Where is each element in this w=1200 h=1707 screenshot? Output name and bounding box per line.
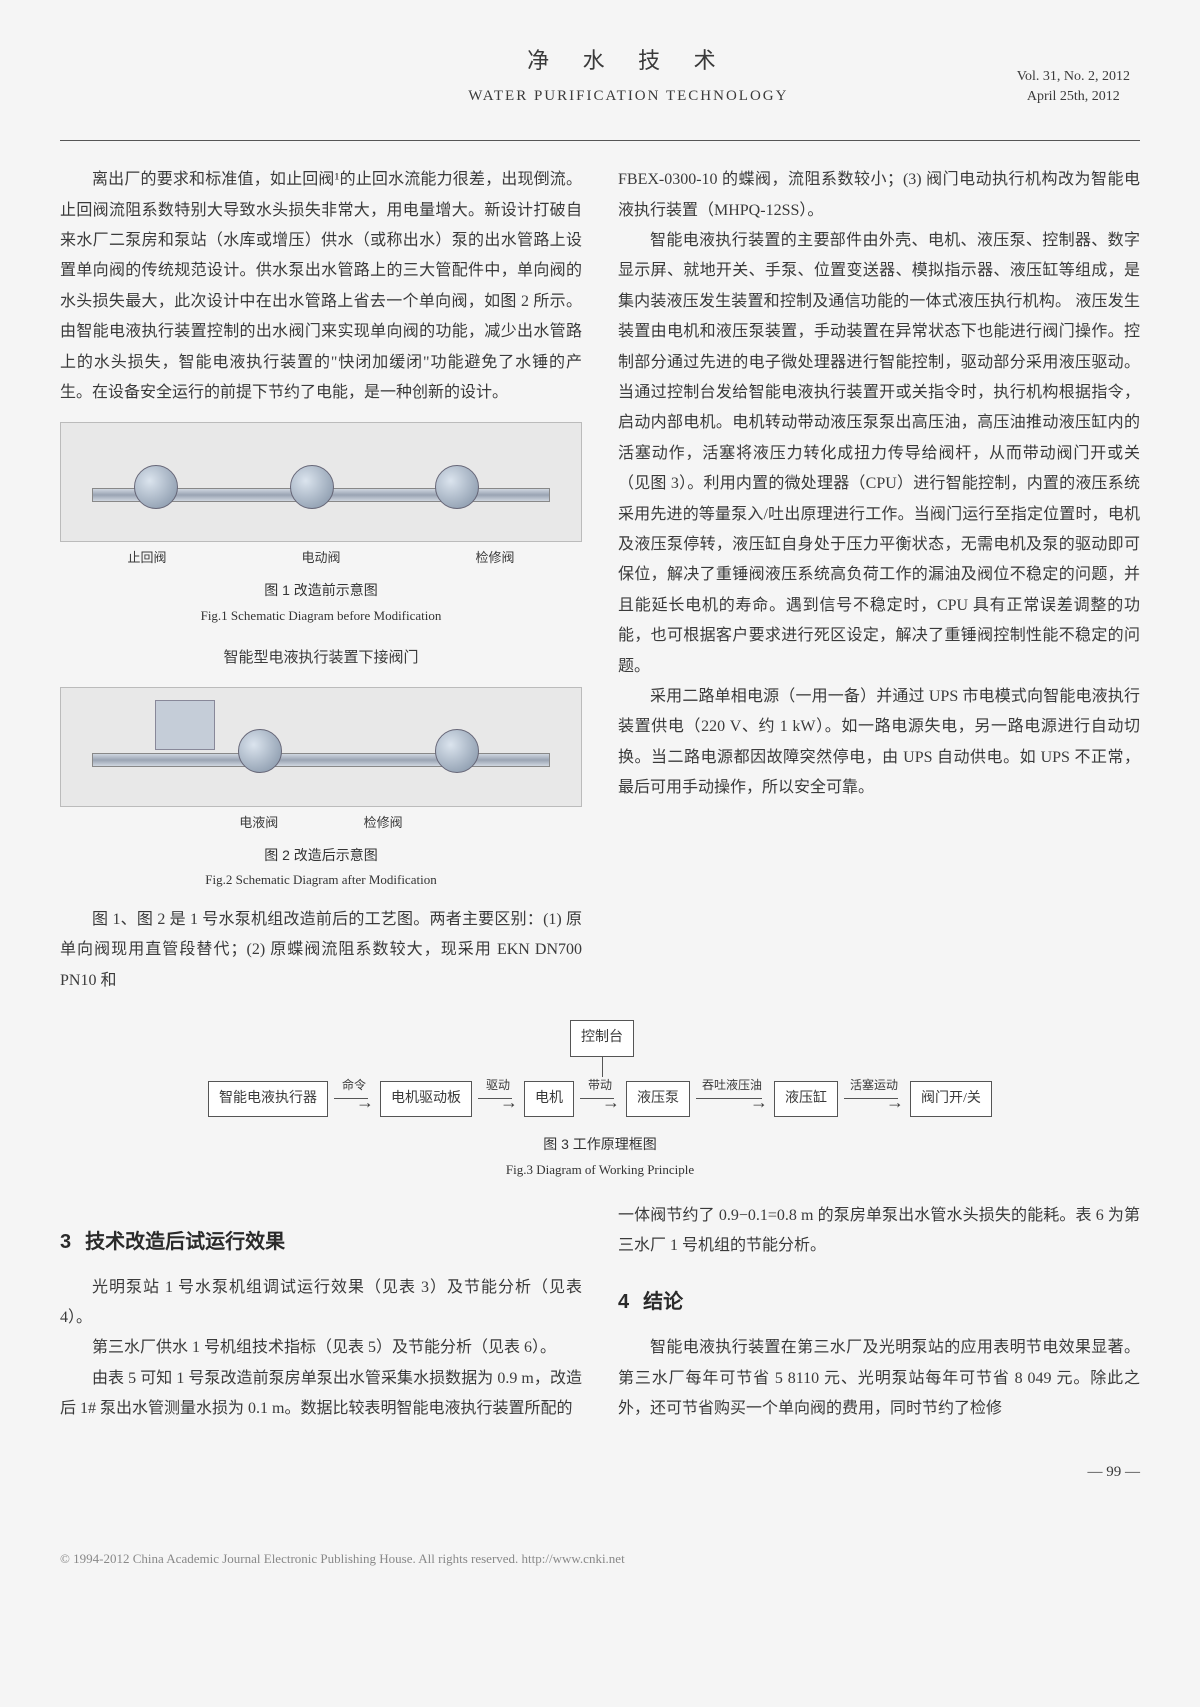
journal-title-en: WATER PURIFICATION TECHNOLOGY bbox=[240, 82, 1017, 111]
figure-3-flowchart: 控制台 bbox=[100, 1020, 1100, 1077]
lower-left-column: 3 技术改造后试运行效果 光明泵站 1 号水泵机组调试运行效果（见表 3）及节能分… bbox=[60, 1201, 582, 1425]
fig1-label-2: 电动阀 bbox=[301, 546, 340, 571]
flow-node-drive-board: 电机驱动板 bbox=[380, 1081, 472, 1118]
header-rule bbox=[60, 140, 1140, 141]
section-4-para-1: 智能电液执行装置在第三水厂及光明泵站的应用表明节电效果显著。第三水厂每年可节省 … bbox=[618, 1333, 1140, 1424]
right-column: FBEX-0300-10 的蝶阀，流阻系数较小；(3) 阀门电动执行机构改为智能… bbox=[618, 165, 1140, 996]
section-3-num: 3 bbox=[60, 1231, 71, 1253]
figure-3-caption-en: Fig.3 Diagram of Working Principle bbox=[60, 1158, 1140, 1183]
flow-node-actuator: 智能电液执行器 bbox=[208, 1081, 328, 1118]
section-3-title: 技术改造后试运行效果 bbox=[85, 1231, 285, 1253]
fig2-label-1: 电液阀 bbox=[239, 811, 278, 836]
page-number: — 99 — bbox=[60, 1458, 1140, 1487]
flow-arrow-1: 驱动 bbox=[478, 1092, 518, 1106]
flow-arrow-3: 吞吐液压油 bbox=[696, 1092, 768, 1106]
figure-1-caption-cn: 图 1 改造前示意图 bbox=[60, 577, 582, 604]
figure-3-flowchart-main: 智能电液执行器 命令 电机驱动板 驱动 电机 带动 液压泵 吞吐液压油 液压缸 … bbox=[100, 1081, 1100, 1118]
flow-arrow-2: 带动 bbox=[580, 1092, 620, 1106]
figure-2: 电液阀 检修阀 图 2 改造后示意图 Fig.2 Schematic Diagr… bbox=[60, 687, 582, 893]
figure-1: 止回阀 电动阀 检修阀 图 1 改造前示意图 Fig.1 Schematic D… bbox=[60, 422, 582, 628]
flow-node-motor: 电机 bbox=[524, 1081, 574, 1118]
lower-right-para-1: 一体阀节约了 0.9−0.1=0.8 m 的泵房单泵出水管水头损失的能耗。表 6… bbox=[618, 1201, 1140, 1262]
journal-issue: Vol. 31, No. 2, 2012 April 25th, 2012 bbox=[1017, 67, 1140, 110]
fig2-label-2: 检修阀 bbox=[364, 811, 403, 836]
figure-2-title: 智能型电液执行装置下接阀门 bbox=[60, 644, 582, 673]
figure-1-caption-en: Fig.1 Schematic Diagram before Modificat… bbox=[60, 604, 582, 629]
fig1-label-1: 止回阀 bbox=[127, 546, 166, 571]
figure-1-labels: 止回阀 电动阀 检修阀 bbox=[60, 546, 582, 571]
figure-1-image bbox=[60, 422, 582, 542]
figure-2-labels: 电液阀 检修阀 bbox=[60, 811, 582, 836]
copyright-footer: © 1994-2012 China Academic Journal Elect… bbox=[60, 1547, 1140, 1572]
journal-vol: Vol. 31, No. 2, 2012 bbox=[1017, 67, 1130, 87]
journal-title-block: 净 水 技 术 WATER PURIFICATION TECHNOLOGY bbox=[240, 40, 1017, 110]
flow-node-valve: 阀门开/关 bbox=[910, 1081, 992, 1118]
flow-node-control: 控制台 bbox=[570, 1020, 634, 1057]
journal-date: April 25th, 2012 bbox=[1017, 87, 1130, 107]
figure-3-caption-cn: 图 3 工作原理框图 bbox=[60, 1131, 1140, 1158]
right-para-1: FBEX-0300-10 的蝶阀，流阻系数较小；(3) 阀门电动执行机构改为智能… bbox=[618, 165, 1140, 226]
section-3-heading: 3 技术改造后试运行效果 bbox=[60, 1223, 582, 1261]
section-4-title: 结论 bbox=[643, 1291, 683, 1313]
section-4-heading: 4 结论 bbox=[618, 1283, 1140, 1321]
flow-node-pump: 液压泵 bbox=[626, 1081, 690, 1118]
lower-columns: 3 技术改造后试运行效果 光明泵站 1 号水泵机组调试运行效果（见表 3）及节能分… bbox=[60, 1201, 1140, 1425]
section-3-para-3: 由表 5 可知 1 号泵改造前泵房单泵出水管采集水损数据为 0.9 m，改造后 … bbox=[60, 1364, 582, 1425]
right-para-3: 采用二路单相电源（一用一备）并通过 UPS 市电模式向智能电液执行装置供电（22… bbox=[618, 682, 1140, 804]
right-para-2: 智能电液执行装置的主要部件由外壳、电机、液压泵、控制器、数字显示屏、就地开关、手… bbox=[618, 226, 1140, 682]
flow-node-cylinder: 液压缸 bbox=[774, 1081, 838, 1118]
fig1-label-3: 检修阀 bbox=[475, 546, 514, 571]
flow-arrow-4: 活塞运动 bbox=[844, 1092, 904, 1106]
left-para-2: 图 1、图 2 是 1 号水泵机组改造前后的工艺图。两者主要区别：(1) 原单向… bbox=[60, 905, 582, 996]
left-para-1: 离出厂的要求和标准值，如止回阀¹的止回水流能力很差，出现倒流。止回阀流阻系数特别… bbox=[60, 165, 582, 408]
left-column: 离出厂的要求和标准值，如止回阀¹的止回水流能力很差，出现倒流。止回阀流阻系数特别… bbox=[60, 165, 582, 996]
figure-2-caption-en: Fig.2 Schematic Diagram after Modificati… bbox=[60, 868, 582, 893]
section-3-para-2: 第三水厂供水 1 号机组技术指标（见表 5）及节能分析（见表 6）。 bbox=[60, 1333, 582, 1363]
section-3-para-1: 光明泵站 1 号水泵机组调试运行效果（见表 3）及节能分析（见表 4）。 bbox=[60, 1273, 582, 1334]
journal-title-cn: 净 水 技 术 bbox=[240, 40, 1017, 82]
figure-2-caption-cn: 图 2 改造后示意图 bbox=[60, 842, 582, 869]
flow-control-branch: 控制台 bbox=[570, 1020, 634, 1077]
figure-2-image bbox=[60, 687, 582, 807]
figure-3: 控制台 智能电液执行器 命令 电机驱动板 驱动 电机 带动 液压泵 吞吐液压油 … bbox=[60, 1020, 1140, 1182]
lower-right-column: 一体阀节约了 0.9−0.1=0.8 m 的泵房单泵出水管水头损失的能耗。表 6… bbox=[618, 1201, 1140, 1425]
journal-header: 净 水 技 术 WATER PURIFICATION TECHNOLOGY Vo… bbox=[60, 40, 1140, 110]
upper-columns: 离出厂的要求和标准值，如止回阀¹的止回水流能力很差，出现倒流。止回阀流阻系数特别… bbox=[60, 165, 1140, 996]
section-4-num: 4 bbox=[618, 1291, 629, 1313]
flow-arrow-cmd: 命令 bbox=[334, 1092, 374, 1106]
